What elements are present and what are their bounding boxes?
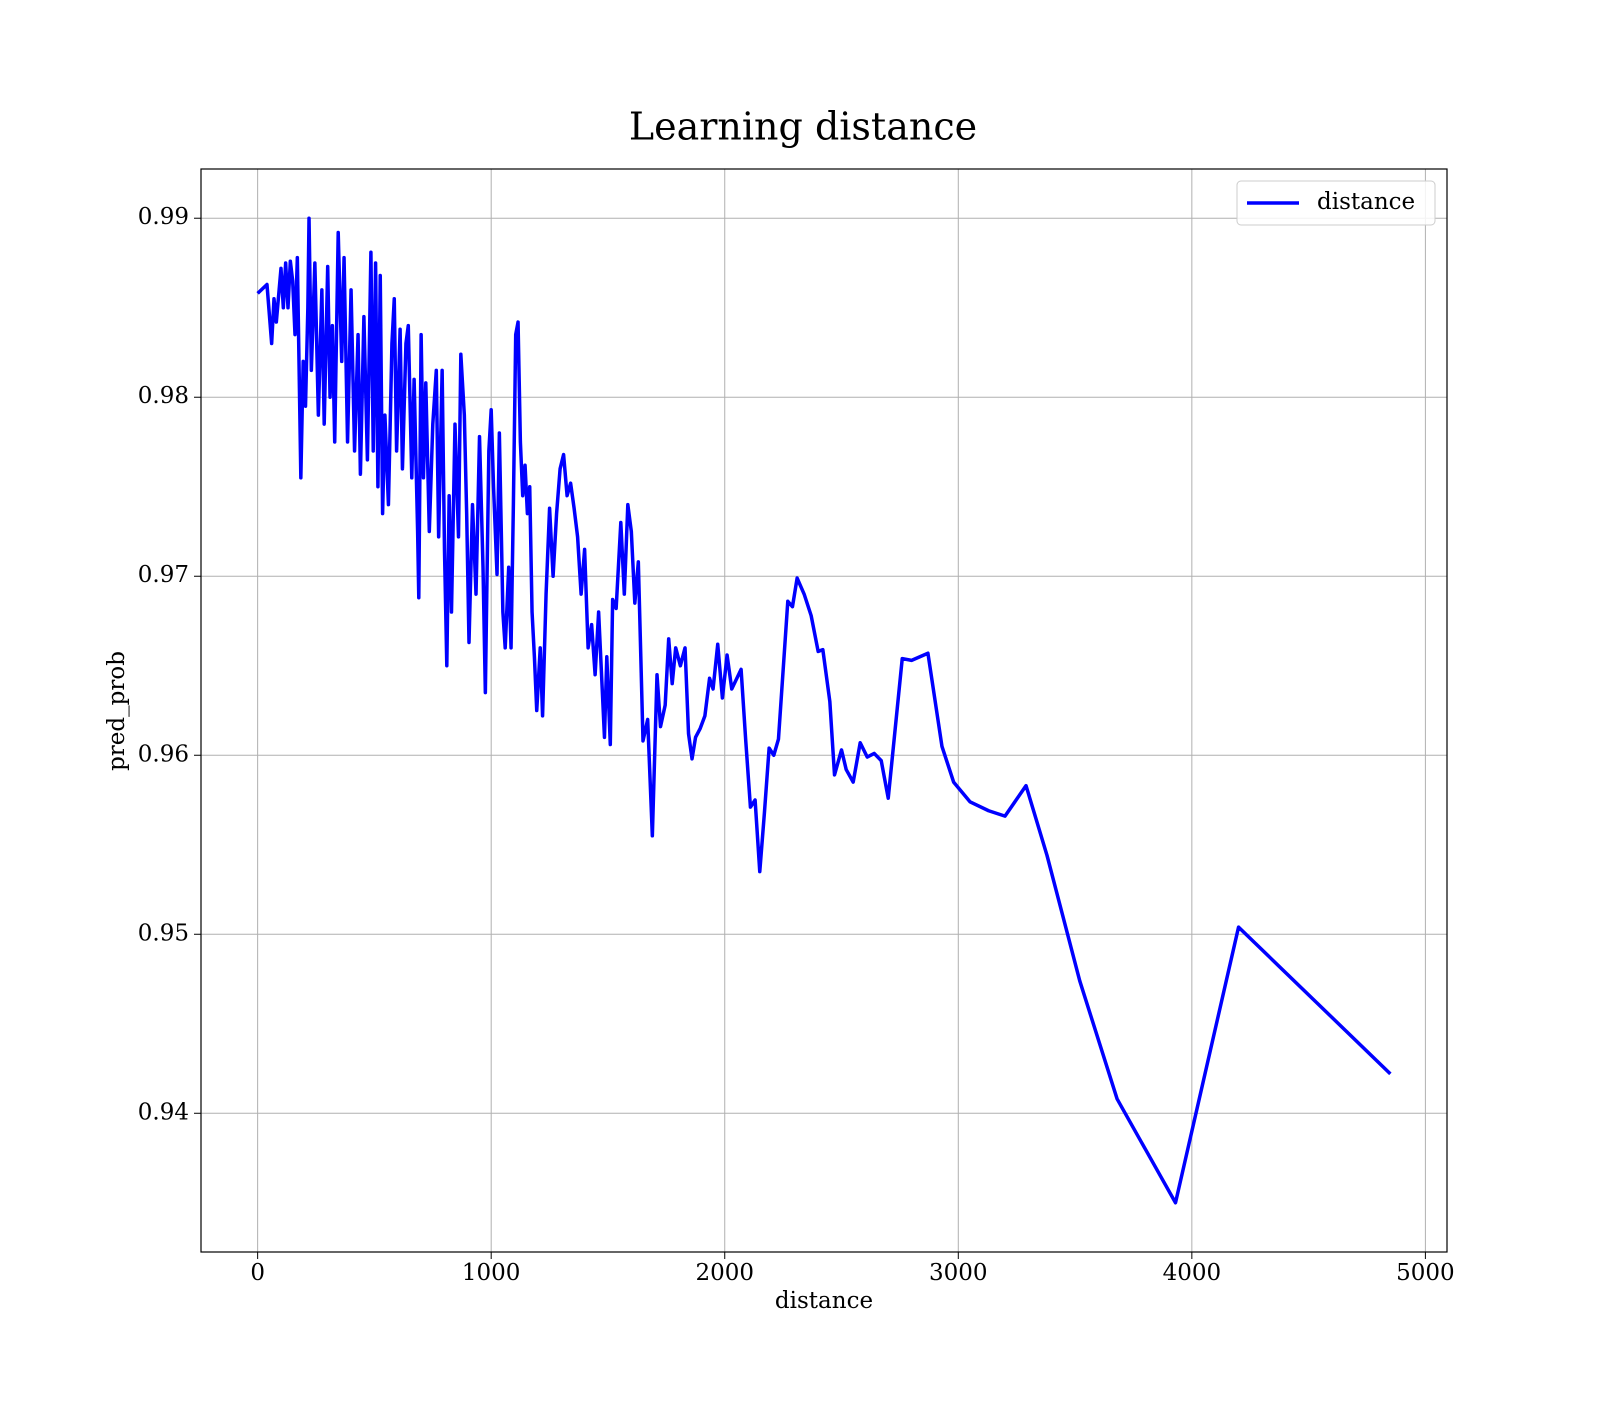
chart-title: Learning distance — [629, 105, 977, 149]
y-tick-label: 0.96 — [138, 741, 189, 767]
x-tick-label: 1000 — [462, 1260, 521, 1286]
legend: distance — [1236, 180, 1436, 226]
plot-frame — [200, 168, 1448, 1253]
legend-label: distance — [1317, 189, 1415, 215]
legend-box — [1236, 180, 1436, 226]
x-tick-label: 3000 — [929, 1260, 988, 1286]
data-line — [256, 216, 1392, 1205]
y-tick-label: 0.99 — [138, 204, 189, 230]
y-tick-label: 0.97 — [138, 562, 189, 588]
x-tick-label: 2000 — [695, 1260, 754, 1286]
y-axis-label: pred_prob — [104, 651, 130, 771]
x-tick-label: 0 — [250, 1260, 265, 1286]
y-tick-label: 0.95 — [138, 920, 189, 946]
x-tick-label: 4000 — [1163, 1260, 1222, 1286]
y-tick-label: 0.94 — [138, 1099, 189, 1125]
y-tick-label: 0.98 — [138, 383, 189, 409]
x-tick-label: 5000 — [1396, 1260, 1455, 1286]
x-axis-label: distance — [775, 1288, 873, 1314]
